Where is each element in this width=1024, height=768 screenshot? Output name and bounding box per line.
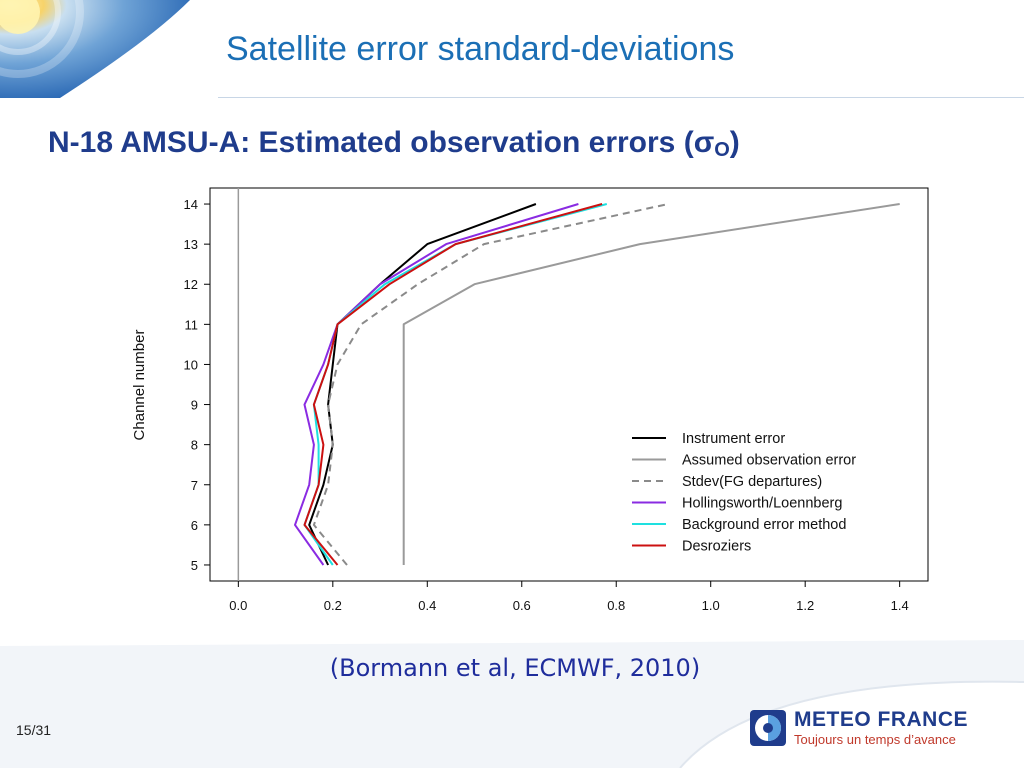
slide-title: Satellite error standard-deviations (226, 30, 735, 68)
series-line-hollingsworth-loennberg (294, 203, 579, 566)
observation-error-chart: Channel number 5 6 7 8 9 10 11 12 13 14 0.0 0.2 0.4… (131, 187, 929, 613)
legend-label: Stdev(FG departures) (682, 474, 822, 490)
y-tick-label: 5 (191, 558, 198, 573)
plot-frame (209, 187, 929, 582)
series-lines (294, 203, 900, 566)
meteo-france-emblem-icon (750, 710, 786, 746)
y-tick-label: 6 (191, 518, 198, 533)
brand-name: METEO FRANCE (794, 708, 968, 731)
x-tick-label: 1.4 (891, 598, 909, 613)
y-tick-label: 12 (184, 277, 198, 292)
chart-heading-close: ) (729, 126, 740, 159)
y-tick-label: 11 (185, 317, 199, 332)
y-tick-label: 10 (184, 357, 198, 372)
legend-label: Assumed observation error (682, 453, 856, 469)
chart-heading: N-18 AMSU-A: Estimated observation error… (48, 126, 740, 162)
chart-heading-subscript: O (714, 139, 730, 161)
y-tick-label: 14 (184, 197, 198, 212)
series-line-assumed-observation-error (402, 203, 900, 565)
y-tick-label: 8 (191, 438, 198, 453)
legend-label: Hollingsworth/Loennberg (682, 496, 842, 512)
x-tick-label: 0.4 (418, 598, 436, 613)
x-tick-label: 0.2 (324, 598, 342, 613)
series-line-background-error-method (303, 203, 608, 566)
legend-label: Desroziers (682, 539, 751, 555)
x-axis: 0.0 0.2 0.4 0.6 0.8 1.0 1.2 1.4 (229, 581, 909, 613)
sun-logo-icon (0, 0, 190, 98)
series-line-desroziers (303, 203, 603, 566)
y-tick-label: 13 (184, 237, 198, 252)
page-number: 15/31 (16, 722, 52, 738)
y-tick-label: 7 (191, 478, 198, 493)
x-tick-label: 0.8 (607, 598, 625, 613)
series-line-instrument-error (308, 203, 537, 566)
x-tick-label: 1.0 (702, 598, 720, 613)
brand-tagline: Toujours un temps d’avance (794, 732, 956, 747)
legend: Instrument error Assumed observation erro… (632, 431, 856, 555)
x-tick-label: 0.0 (229, 598, 247, 613)
meteo-france-logo: METEO FRANCE Toujours un temps d’avance (748, 706, 1004, 750)
legend-label: Instrument error (682, 431, 785, 447)
y-axis-label: Channel number (131, 330, 148, 441)
legend-label: Background error method (682, 517, 846, 533)
x-tick-label: 0.6 (513, 598, 531, 613)
title-divider (218, 97, 1024, 98)
y-axis: 5 6 7 8 9 10 11 12 13 14 (184, 197, 210, 573)
series-line-stdev-fg-departures- (312, 203, 669, 566)
chart-heading-text: N-18 AMSU-A: Estimated observation error… (48, 126, 715, 159)
y-tick-label: 9 (191, 398, 198, 413)
citation: (Bormann et al, ECMWF, 2010) (329, 654, 701, 682)
x-tick-label: 1.2 (796, 598, 814, 613)
